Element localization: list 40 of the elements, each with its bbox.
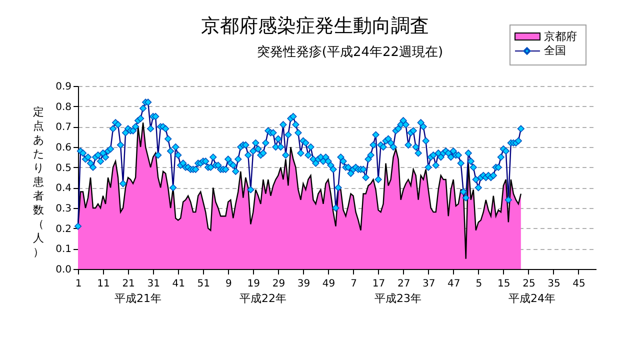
x-tick-label: 29	[272, 278, 286, 290]
y-tick-label: 0.4	[56, 183, 72, 194]
y-tick-label: 0.1	[56, 244, 72, 256]
y-tick-label: 0.7	[56, 122, 72, 134]
x-tick-label: 45	[572, 278, 586, 290]
y-tick-label: 0.0	[56, 264, 72, 276]
legend-label: 京都府	[544, 30, 577, 43]
x-tick-label: 9	[225, 278, 232, 290]
x-tick-label: 27	[397, 278, 410, 290]
x-tick-label: 25	[522, 278, 536, 290]
x-tick-label: 49	[322, 278, 336, 290]
y-tick-label: 0.5	[56, 162, 72, 174]
x-tick-label: 31	[147, 278, 160, 290]
x-tick-label: 51	[197, 278, 210, 290]
text: 定点あたり患者数（人）	[33, 106, 44, 258]
text: 平成23年	[374, 292, 422, 305]
x-tick-label: 19	[247, 278, 260, 290]
text: 平成24年	[508, 292, 556, 305]
text: 平成21年	[114, 292, 162, 305]
x-tick-label: 5	[476, 278, 482, 290]
x-tick-label: 11	[97, 278, 110, 290]
y-tick-label: 0.9	[56, 82, 72, 92]
chart-title: 京都府感染症発生動向調査	[201, 15, 429, 37]
x-tick-label: 37	[422, 278, 436, 290]
x-tick-label: 21	[122, 278, 135, 290]
x-tick-label: 39	[297, 278, 310, 290]
x-tick-label: 41	[172, 278, 185, 290]
text: 平成22年	[240, 292, 286, 305]
y-tick-label: 0.6	[56, 142, 72, 154]
chart-subtitle: 突発性発疹(平成24年22週現在)	[256, 45, 444, 60]
x-tick-label: 15	[498, 278, 510, 290]
x-tick-label: 17	[372, 278, 386, 290]
y-tick-label: 0.3	[56, 204, 72, 214]
legend-label: 全国	[544, 44, 566, 57]
x-tick-label: 47	[447, 278, 460, 290]
x-tick-label: 7	[350, 278, 357, 290]
x-tick-label: 1	[75, 278, 82, 290]
x-tick-label: 35	[548, 278, 560, 290]
y-tick-label: 0.2	[56, 224, 72, 235]
y-tick-label: 0.8	[56, 102, 72, 113]
